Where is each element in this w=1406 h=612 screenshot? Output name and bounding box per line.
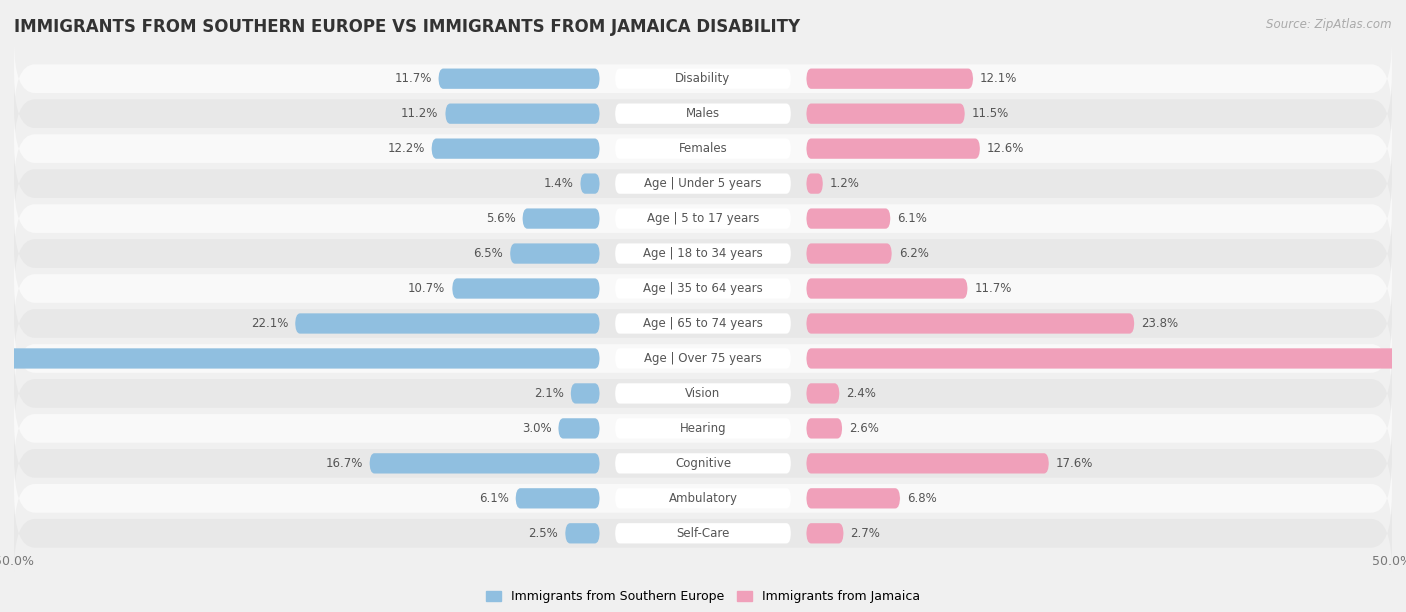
Text: 2.4%: 2.4%: [846, 387, 876, 400]
Text: 10.7%: 10.7%: [408, 282, 446, 295]
Text: 1.4%: 1.4%: [544, 177, 574, 190]
Text: Source: ZipAtlas.com: Source: ZipAtlas.com: [1267, 18, 1392, 31]
FancyBboxPatch shape: [523, 209, 599, 229]
Legend: Immigrants from Southern Europe, Immigrants from Jamaica: Immigrants from Southern Europe, Immigra…: [481, 585, 925, 608]
FancyBboxPatch shape: [807, 173, 823, 194]
FancyBboxPatch shape: [616, 69, 790, 89]
Text: 6.5%: 6.5%: [474, 247, 503, 260]
FancyBboxPatch shape: [558, 418, 599, 439]
FancyBboxPatch shape: [14, 320, 1392, 397]
FancyBboxPatch shape: [807, 278, 967, 299]
FancyBboxPatch shape: [807, 418, 842, 439]
FancyBboxPatch shape: [14, 495, 1392, 572]
Text: 12.1%: 12.1%: [980, 72, 1018, 85]
FancyBboxPatch shape: [14, 425, 1392, 501]
Text: Self-Care: Self-Care: [676, 527, 730, 540]
FancyBboxPatch shape: [14, 250, 1392, 327]
FancyBboxPatch shape: [14, 285, 1392, 362]
Text: 11.5%: 11.5%: [972, 107, 1010, 120]
FancyBboxPatch shape: [446, 103, 599, 124]
Text: 6.8%: 6.8%: [907, 492, 936, 505]
FancyBboxPatch shape: [616, 173, 790, 194]
Text: Age | 65 to 74 years: Age | 65 to 74 years: [643, 317, 763, 330]
FancyBboxPatch shape: [616, 103, 790, 124]
FancyBboxPatch shape: [14, 146, 1392, 222]
Text: 12.2%: 12.2%: [387, 142, 425, 155]
FancyBboxPatch shape: [616, 523, 790, 543]
Text: 22.1%: 22.1%: [250, 317, 288, 330]
FancyBboxPatch shape: [439, 69, 599, 89]
Text: 2.6%: 2.6%: [849, 422, 879, 435]
Text: 6.1%: 6.1%: [897, 212, 927, 225]
Text: 2.7%: 2.7%: [851, 527, 880, 540]
Text: Age | 5 to 17 years: Age | 5 to 17 years: [647, 212, 759, 225]
FancyBboxPatch shape: [807, 138, 980, 159]
FancyBboxPatch shape: [807, 244, 891, 264]
FancyBboxPatch shape: [807, 488, 900, 509]
Text: 16.7%: 16.7%: [325, 457, 363, 470]
FancyBboxPatch shape: [453, 278, 599, 299]
Text: Age | 35 to 64 years: Age | 35 to 64 years: [643, 282, 763, 295]
Text: 2.1%: 2.1%: [534, 387, 564, 400]
Text: 11.2%: 11.2%: [401, 107, 439, 120]
Text: Disability: Disability: [675, 72, 731, 85]
Text: Cognitive: Cognitive: [675, 457, 731, 470]
FancyBboxPatch shape: [14, 460, 1392, 537]
FancyBboxPatch shape: [616, 348, 790, 368]
Text: 5.6%: 5.6%: [486, 212, 516, 225]
Text: 11.7%: 11.7%: [974, 282, 1012, 295]
Text: Age | Under 5 years: Age | Under 5 years: [644, 177, 762, 190]
Text: Age | Over 75 years: Age | Over 75 years: [644, 352, 762, 365]
Text: Males: Males: [686, 107, 720, 120]
FancyBboxPatch shape: [807, 453, 1049, 474]
FancyBboxPatch shape: [14, 40, 1392, 117]
FancyBboxPatch shape: [616, 278, 790, 299]
FancyBboxPatch shape: [14, 111, 1392, 187]
FancyBboxPatch shape: [581, 173, 599, 194]
Text: 6.2%: 6.2%: [898, 247, 928, 260]
Text: 6.1%: 6.1%: [479, 492, 509, 505]
FancyBboxPatch shape: [616, 488, 790, 509]
Text: Ambulatory: Ambulatory: [668, 492, 738, 505]
FancyBboxPatch shape: [616, 138, 790, 159]
FancyBboxPatch shape: [616, 383, 790, 403]
FancyBboxPatch shape: [14, 356, 1392, 431]
Text: 12.6%: 12.6%: [987, 142, 1024, 155]
Text: 2.5%: 2.5%: [529, 527, 558, 540]
FancyBboxPatch shape: [0, 348, 599, 368]
FancyBboxPatch shape: [14, 390, 1392, 466]
FancyBboxPatch shape: [510, 244, 599, 264]
FancyBboxPatch shape: [516, 488, 599, 509]
FancyBboxPatch shape: [807, 523, 844, 543]
Text: 23.8%: 23.8%: [1142, 317, 1178, 330]
FancyBboxPatch shape: [14, 181, 1392, 256]
Text: Females: Females: [679, 142, 727, 155]
FancyBboxPatch shape: [616, 209, 790, 229]
FancyBboxPatch shape: [14, 215, 1392, 292]
Text: Vision: Vision: [685, 387, 721, 400]
FancyBboxPatch shape: [571, 383, 599, 403]
Text: Age | 18 to 34 years: Age | 18 to 34 years: [643, 247, 763, 260]
FancyBboxPatch shape: [616, 244, 790, 264]
FancyBboxPatch shape: [616, 313, 790, 334]
FancyBboxPatch shape: [807, 209, 890, 229]
FancyBboxPatch shape: [370, 453, 599, 474]
Text: 1.2%: 1.2%: [830, 177, 859, 190]
FancyBboxPatch shape: [295, 313, 599, 334]
FancyBboxPatch shape: [432, 138, 599, 159]
Text: IMMIGRANTS FROM SOUTHERN EUROPE VS IMMIGRANTS FROM JAMAICA DISABILITY: IMMIGRANTS FROM SOUTHERN EUROPE VS IMMIG…: [14, 18, 800, 36]
FancyBboxPatch shape: [616, 418, 790, 439]
FancyBboxPatch shape: [807, 69, 973, 89]
FancyBboxPatch shape: [807, 313, 1135, 334]
Text: Hearing: Hearing: [679, 422, 727, 435]
FancyBboxPatch shape: [616, 453, 790, 474]
Text: 17.6%: 17.6%: [1056, 457, 1092, 470]
Text: 3.0%: 3.0%: [522, 422, 551, 435]
Text: 11.7%: 11.7%: [394, 72, 432, 85]
FancyBboxPatch shape: [565, 523, 599, 543]
FancyBboxPatch shape: [807, 383, 839, 403]
FancyBboxPatch shape: [807, 348, 1406, 368]
FancyBboxPatch shape: [807, 103, 965, 124]
FancyBboxPatch shape: [14, 75, 1392, 152]
